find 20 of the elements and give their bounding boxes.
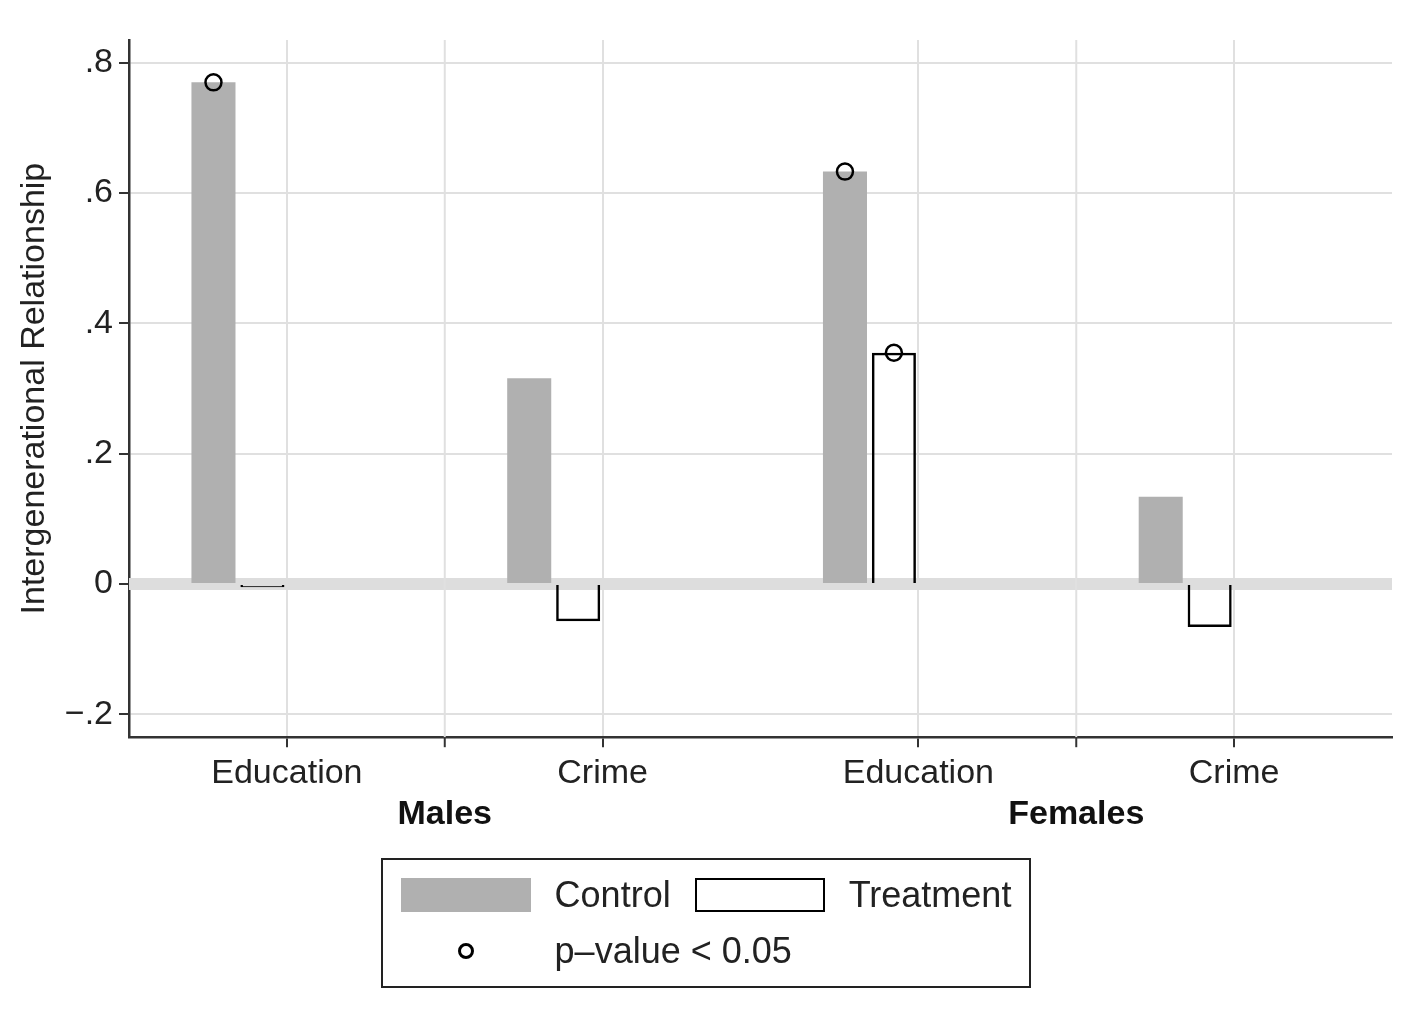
legend-label: Control xyxy=(554,874,671,916)
x-tick-label: Education xyxy=(211,751,363,790)
y-tick-label: .6 xyxy=(84,171,114,210)
x-tick-label: Crime xyxy=(557,751,648,790)
y-tick-label: 0 xyxy=(94,562,114,601)
text: Males xyxy=(397,792,493,831)
y-tick-label: .4 xyxy=(84,301,114,340)
x-tick-label: Crime xyxy=(1188,751,1280,790)
y-tick-label: .2 xyxy=(84,432,114,471)
y-tick-label: −.2 xyxy=(64,692,114,731)
bar xyxy=(507,378,552,584)
bar xyxy=(822,171,867,584)
legend-label: Treatment xyxy=(848,874,1012,916)
text: Females xyxy=(1008,792,1145,831)
bar xyxy=(1138,496,1183,584)
y-tick-label: .8 xyxy=(84,41,114,80)
bar xyxy=(191,82,236,584)
y-axis-title: Intergenerational Relationship xyxy=(12,162,51,615)
legend-label: p–value < 0.05 xyxy=(554,930,793,972)
x-tick-label: Education xyxy=(842,751,994,790)
